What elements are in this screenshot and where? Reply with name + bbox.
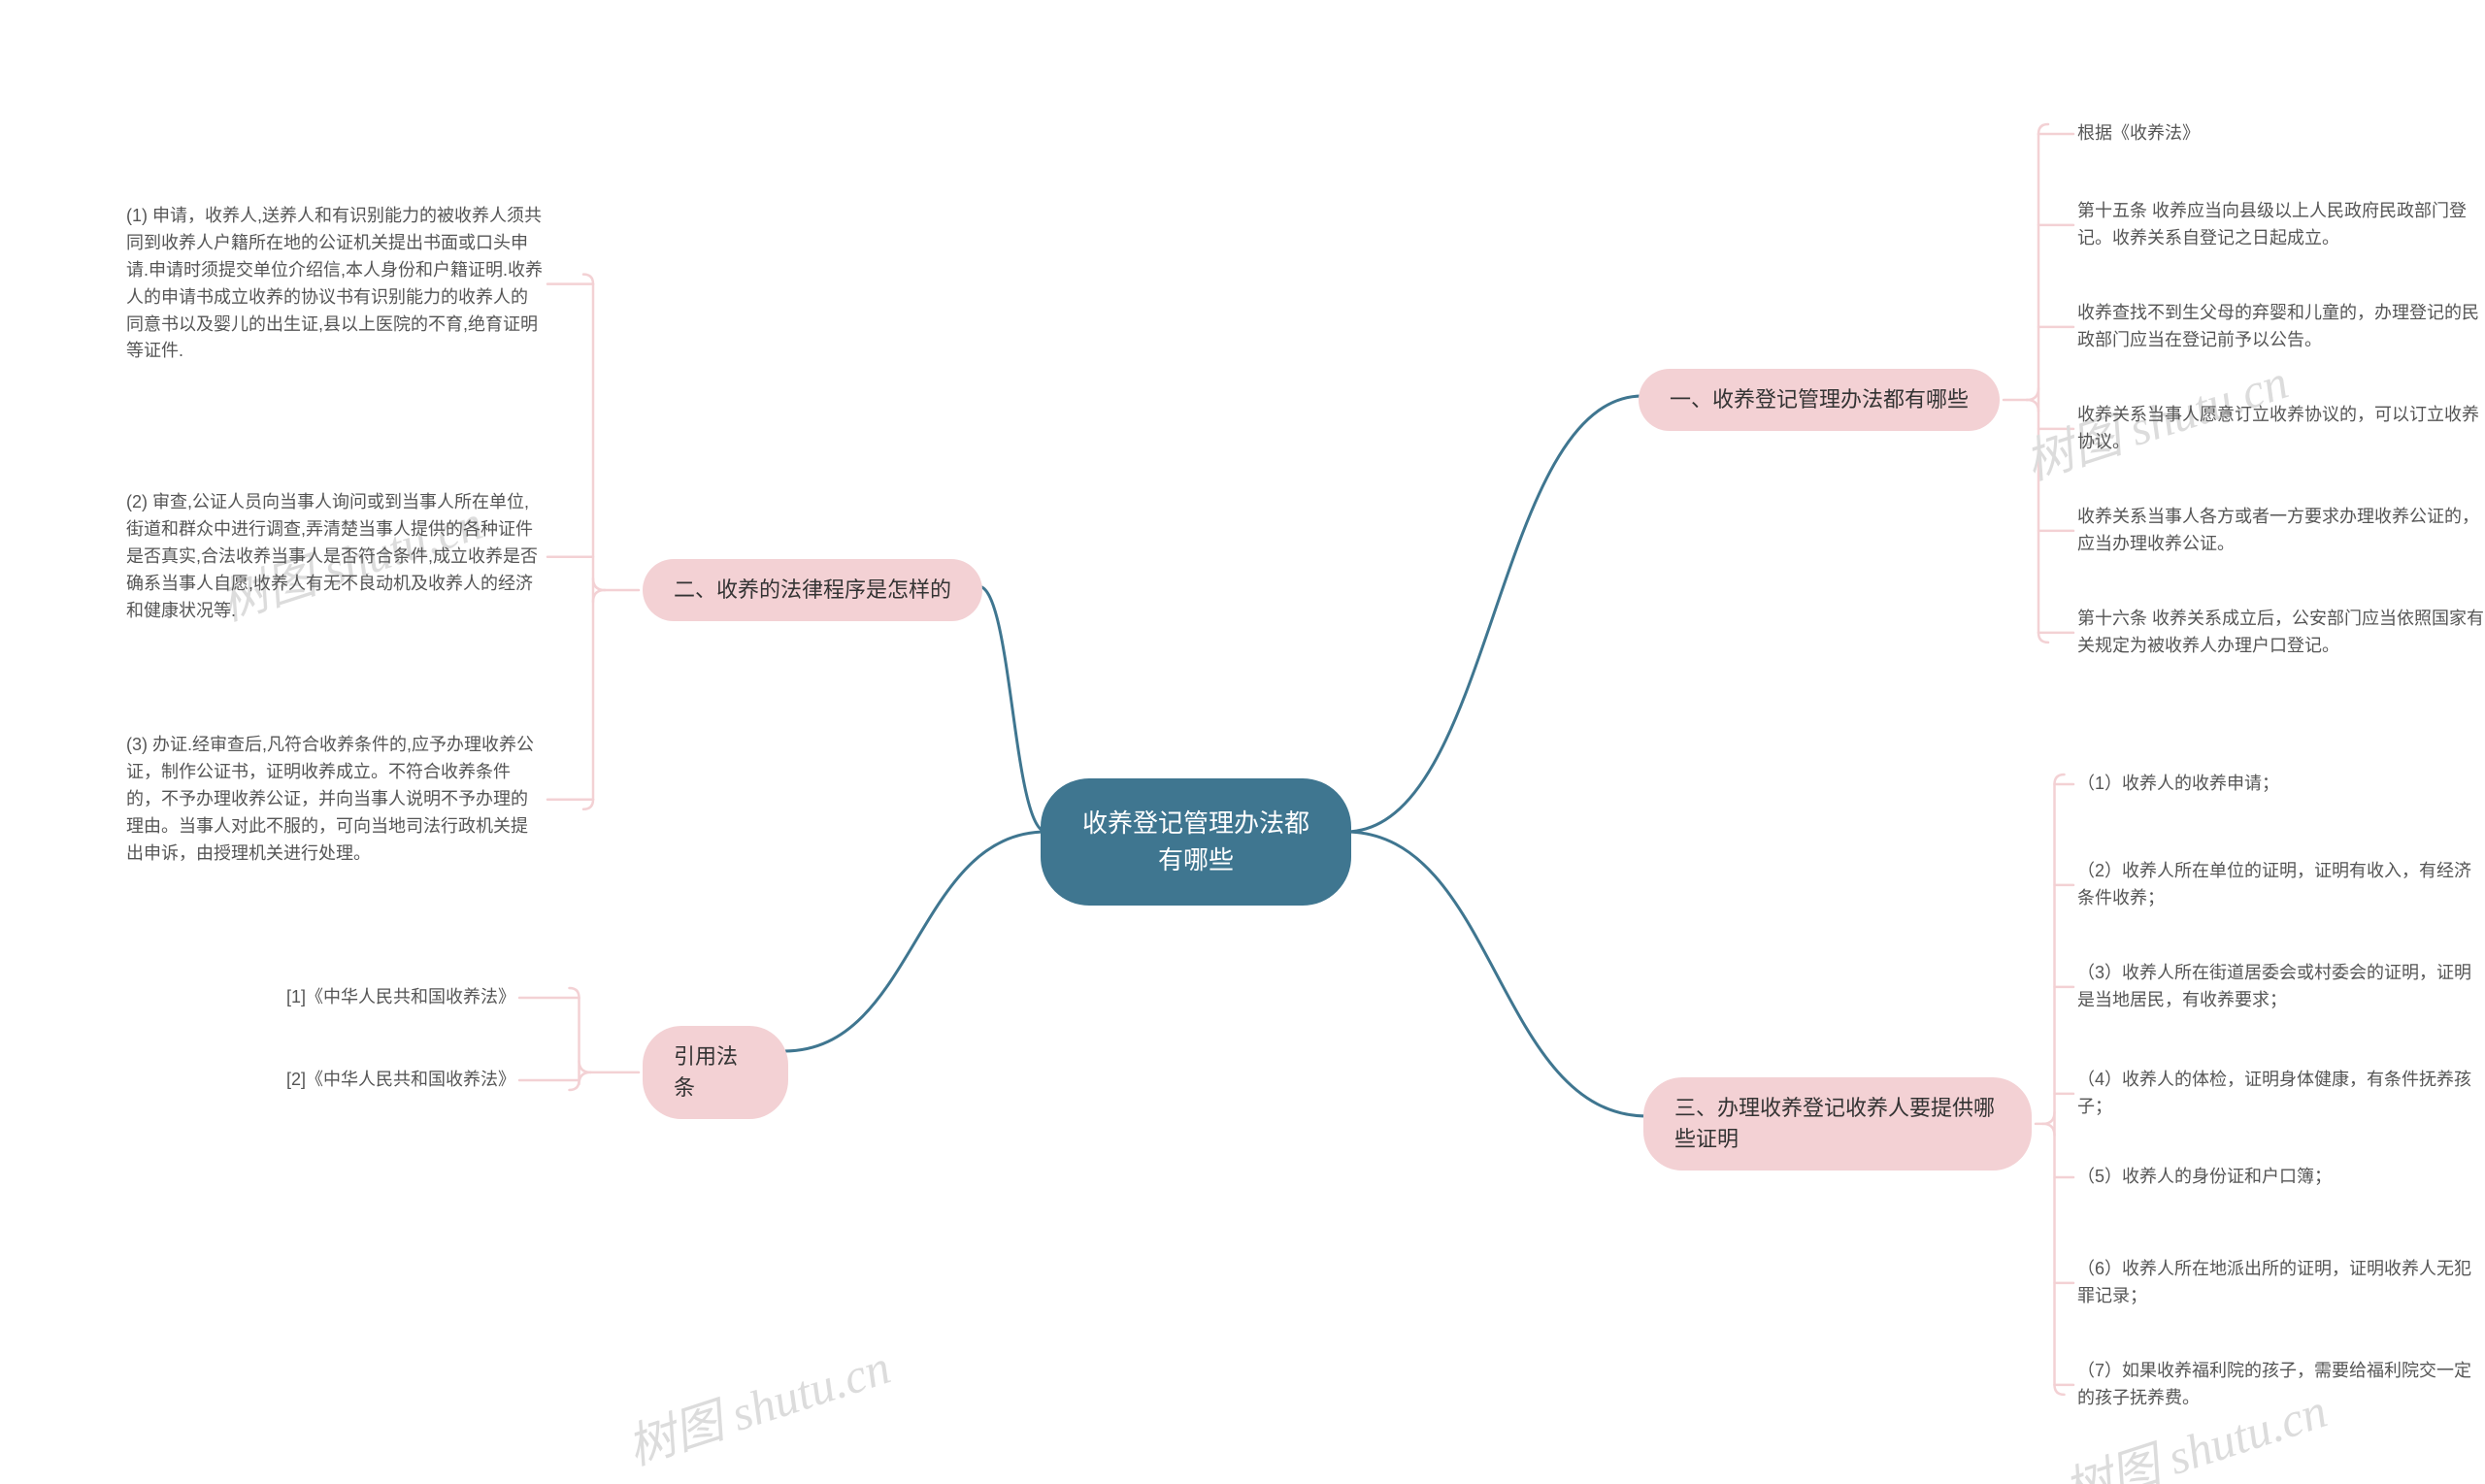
leaf-node: (3) 办证.经审查后,凡符合收养条件的,应予办理收养公证，制作公证书，证明收养…	[126, 728, 544, 871]
leaf-node: 第十五条 收养应当向县级以上人民政府民政部门登记。收养关系自登记之日起成立。	[2077, 194, 2485, 256]
leaf-node: 第十六条 收养关系成立后，公安部门应当依照国家有关规定为被收养人办理户口登记。	[2077, 602, 2485, 664]
leaf-node: 收养关系当事人各方或者一方要求办理收养公证的，应当办理收养公证。	[2077, 500, 2485, 562]
leaf-node: [2]《中华人民共和国收养法》	[286, 1063, 515, 1098]
leaf-node: (1) 申请，收养人,送养人和有识别能力的被收养人须共同到收养人户籍所在地的公证…	[126, 199, 544, 369]
leaf-node: （1）收养人的收养申请；	[2077, 767, 2279, 802]
leaf-node: 收养查找不到生父母的弃婴和儿童的，办理登记的民政部门应当在登记前予以公告。	[2077, 296, 2485, 358]
branch-node: 二、收养的法律程序是怎样的	[643, 559, 982, 621]
leaf-node: （7）如果收养福利院的孩子，需要给福利院交一定的孩子抚养费。	[2077, 1354, 2485, 1416]
leaf-node: （3）收养人所在街道居委会或村委会的证明，证明是当地居民，有收养要求；	[2077, 956, 2485, 1018]
watermark: 树图 shutu.cn	[617, 1328, 898, 1478]
leaf-node: （2）收养人所在单位的证明，证明有收入，有经济条件收养；	[2077, 854, 2485, 916]
branch-node: 引用法条	[643, 1026, 788, 1119]
leaf-node: 收养关系当事人愿意订立收养协议的，可以订立收养协议。	[2077, 398, 2485, 460]
leaf-node: (2) 审查,公证人员向当事人询问或到当事人所在单位,街道和群众中进行调查,弄清…	[126, 485, 544, 628]
leaf-node: （4）收养人的体检，证明身体健康，有条件抚养孩子；	[2077, 1063, 2485, 1125]
leaf-node: 根据《收养法》	[2077, 116, 2200, 151]
leaf-node: [1]《中华人民共和国收养法》	[286, 980, 515, 1015]
branch-node: 一、收养登记管理办法都有哪些	[1639, 369, 2000, 431]
leaf-node: （5）收养人的身份证和户口簿；	[2077, 1160, 2332, 1195]
branch-node: 三、办理收养登记收养人要提供哪些证明	[1643, 1077, 2032, 1171]
center-node: 收养登记管理办法都有哪些	[1041, 778, 1351, 906]
leaf-node: （6）收养人所在地派出所的证明，证明收养人无犯罪记录；	[2077, 1252, 2485, 1314]
